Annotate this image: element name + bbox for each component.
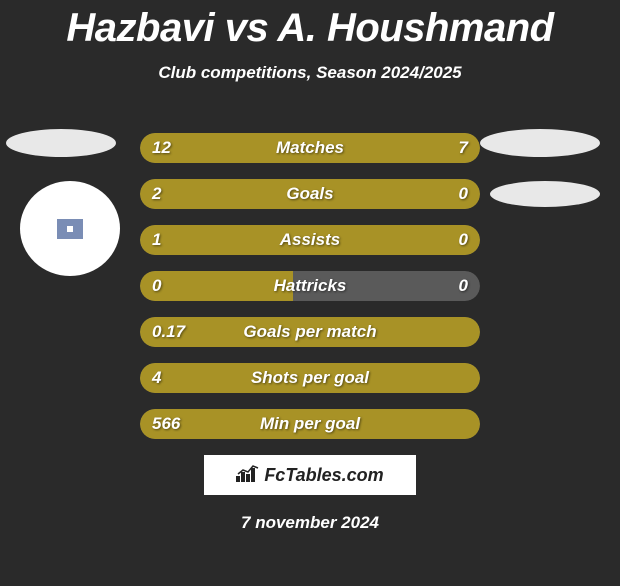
stat-right-value: 0: [459, 225, 468, 255]
stat-left-value: 0: [152, 271, 161, 301]
stat-label: Hattricks: [140, 271, 480, 301]
player-left-ellipse-1: [6, 129, 116, 157]
stat-left-value: 0.17: [152, 317, 185, 347]
stat-label: Goals: [140, 179, 480, 209]
stat-left-value: 1: [152, 225, 161, 255]
player-right-ellipse-1: [480, 129, 600, 157]
stat-label: Goals per match: [140, 317, 480, 347]
stats-container: Matches127Goals20Assists10Hattricks00Goa…: [140, 133, 480, 439]
stat-left-value: 566: [152, 409, 180, 439]
logo-chart-icon: [236, 464, 260, 487]
logo-box: FcTables.com: [204, 455, 416, 495]
stat-label: Shots per goal: [140, 363, 480, 393]
stat-row: Min per goal566: [140, 409, 480, 439]
stat-row: Goals2 0: [140, 179, 480, 209]
logo-text: FcTables.com: [264, 465, 383, 486]
stat-right-value: 0: [459, 271, 468, 301]
stat-row: Assists1 0: [140, 225, 480, 255]
stat-row: Shots per goal4: [140, 363, 480, 393]
player-left-avatar: [20, 181, 120, 276]
stat-row: Matches12 7: [140, 133, 480, 163]
player-right-ellipse-2: [490, 181, 600, 207]
stat-row: Goals per match0.17: [140, 317, 480, 347]
date-text: 7 november 2024: [0, 513, 620, 533]
stat-label: Min per goal: [140, 409, 480, 439]
stat-left-value: 2: [152, 179, 161, 209]
comparison-title: Hazbavi vs A. Houshmand: [0, 6, 620, 51]
comparison-subtitle: Club competitions, Season 2024/2025: [0, 63, 620, 83]
stat-row: Hattricks0 0: [140, 271, 480, 301]
stat-label: Matches: [140, 133, 480, 163]
stat-right-value: 7: [459, 133, 468, 163]
stat-right-value: 0: [459, 179, 468, 209]
placeholder-icon: [57, 219, 83, 239]
stat-left-value: 12: [152, 133, 171, 163]
stat-label: Assists: [140, 225, 480, 255]
stat-left-value: 4: [152, 363, 161, 393]
